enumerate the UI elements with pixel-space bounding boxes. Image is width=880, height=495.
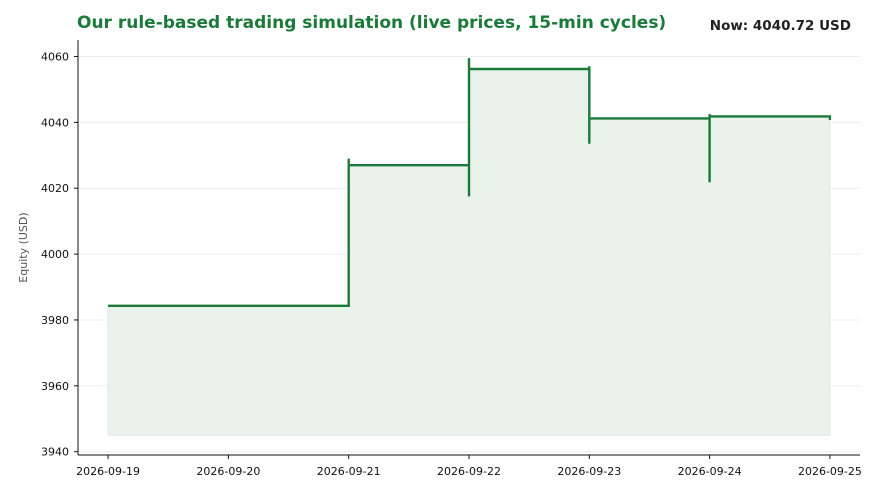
x-tick-label: 2026-09-23 [557,465,621,478]
current-equity-readout: Now: 4040.72 USD [709,18,851,34]
y-tick-label: 3940 [41,446,69,459]
equity-step-line [108,58,832,307]
x-tick-label: 2026-09-19 [76,465,140,478]
y-tick-label: 4060 [41,50,69,63]
x-tick-label: 2026-09-21 [317,465,381,478]
x-tick-label: 2026-09-22 [437,465,501,478]
y-tick-label: 3960 [41,380,69,393]
x-tick-label: 2026-09-20 [196,465,260,478]
tick-labels: 3940 3960 3980 4000 4020 4040 4060 2026-09-19 20… [41,50,862,478]
y-axis-label: Equity (USD) [17,212,30,282]
y-tick-label: 4000 [41,248,69,261]
y-tick-label: 3980 [41,314,69,327]
y-tick-label: 4040 [41,116,69,129]
x-tick-label: 2026-09-25 [798,465,862,478]
axes [74,40,860,459]
chart-title: Our rule-based trading simulation (live … [77,13,667,33]
x-tick-label: 2026-09-24 [678,465,742,478]
y-tick-label: 4020 [41,182,69,195]
